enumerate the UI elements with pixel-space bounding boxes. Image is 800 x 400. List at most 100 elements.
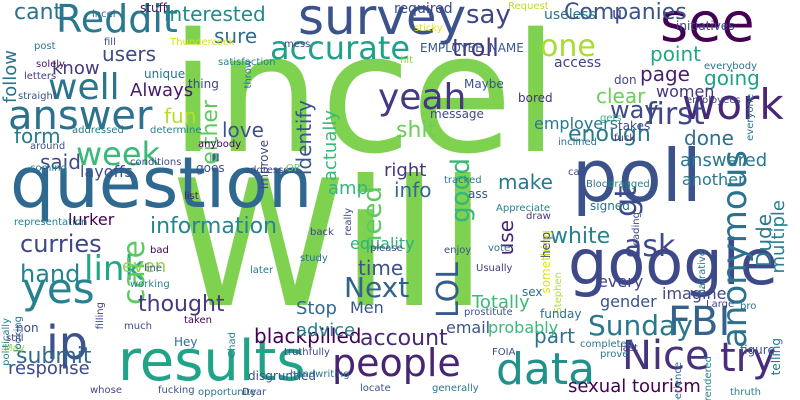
cloud-word: vote — [488, 243, 511, 254]
cloud-word: users — [102, 42, 157, 66]
cloud-word: mess — [284, 39, 311, 50]
cloud-word: study — [300, 253, 328, 264]
cloud-word: time — [358, 256, 404, 280]
cloud-word: gender — [600, 292, 657, 311]
cloud-word: answer — [8, 93, 153, 139]
cloud-word: equality — [350, 234, 415, 253]
cloud-word: thing — [188, 77, 219, 91]
cloud-word: women — [656, 82, 715, 101]
cloud-word: going — [704, 66, 760, 90]
cloud-word: stuff — [140, 1, 167, 15]
cloud-word: another — [682, 170, 745, 189]
cloud-word: hand — [20, 260, 81, 288]
cloud-word: rendered — [703, 356, 714, 400]
cloud-word: Chad — [227, 332, 238, 358]
cloud-word: May — [4, 343, 25, 354]
cloud-word: help — [539, 232, 553, 258]
cloud-word: required — [394, 1, 453, 17]
cloud-word: addresses — [244, 165, 295, 176]
cloud-word: done — [684, 126, 734, 150]
cloud-word: ask — [624, 229, 676, 264]
cloud-word: people — [332, 341, 461, 385]
cloud-word: Sunday — [588, 309, 693, 342]
cloud-word: signed — [590, 199, 630, 213]
cloud-word: Men — [350, 298, 384, 317]
cloud-word: ip — [46, 316, 88, 370]
cloud-word: page — [640, 62, 690, 86]
cloud-word: Stop — [296, 298, 337, 319]
cloud-word: bored — [518, 91, 553, 105]
cloud-word: hit — [400, 55, 414, 66]
cloud-word: straight — [18, 91, 57, 102]
cloud-word: representation — [14, 217, 88, 228]
cloud-word: enough — [568, 122, 651, 147]
cloud-word: prostitute — [464, 307, 513, 318]
cloud-word: whose — [90, 385, 122, 396]
cloud-word: every — [598, 272, 644, 291]
cloud-word: white — [550, 224, 611, 249]
cloud-word: bad — [150, 245, 169, 256]
cloud-word: employers — [534, 114, 619, 133]
cloud-word: results — [118, 329, 306, 394]
cloud-word: yeah — [378, 77, 467, 118]
cloud-word: survey — [298, 0, 467, 46]
cloud-word: sex — [522, 285, 543, 299]
cloud-word: determine — [150, 125, 202, 136]
cloud-word: everyone — [745, 94, 756, 141]
cloud-word: taken — [184, 315, 212, 326]
cloud-word: response — [8, 358, 90, 379]
cloud-word: info — [394, 178, 432, 202]
cloud-word: yes — [22, 264, 95, 313]
cloud-word: politically — [1, 318, 12, 366]
cloud-word: throw — [243, 60, 254, 89]
cloud-word: funday — [540, 307, 582, 321]
cloud-word: back — [310, 227, 334, 238]
cloud-word: takes — [618, 119, 651, 133]
cloud-word: line — [144, 263, 163, 274]
cloud-word: around — [30, 141, 66, 152]
cloud-word: Always — [130, 80, 194, 101]
cloud-word: sticky — [414, 23, 443, 34]
cloud-word: google — [568, 226, 778, 299]
cloud-word: troll — [452, 34, 499, 62]
cloud-word: account — [360, 326, 448, 351]
cloud-word: tracked — [444, 175, 482, 186]
cloud-word: everybody — [704, 61, 757, 72]
cloud-word: work — [682, 80, 784, 129]
cloud-word: FBI — [668, 299, 731, 345]
cloud-word: Dear — [242, 387, 267, 398]
cloud-word: conditions — [130, 157, 182, 168]
cloud-word: actually — [320, 110, 341, 182]
cloud-word: Thundercock — [170, 37, 235, 48]
cloud-word: Large — [706, 299, 735, 310]
cloud-word: opportunity — [198, 387, 257, 398]
cloud-word: submit — [16, 344, 92, 369]
cloud-word: handwriting — [290, 369, 350, 380]
cloud-word: satisfaction — [218, 57, 276, 68]
cloud-word: data — [496, 344, 596, 395]
cloud-word: bro — [740, 301, 757, 312]
cloud-word: email — [446, 318, 491, 337]
cloud-word: completed — [580, 339, 634, 350]
cloud-word: u — [612, 4, 623, 23]
cloud-word: shit — [396, 118, 437, 143]
cloud-word: gets — [600, 113, 622, 124]
cloud-word: know — [52, 58, 100, 79]
cloud-word: non — [16, 321, 39, 335]
cloud-word: Reddit — [56, 0, 178, 41]
cloud-word: information — [150, 214, 277, 239]
cloud-word: anybody — [198, 139, 242, 150]
cloud-word: even — [122, 256, 167, 277]
cloud-word: Nice — [622, 333, 710, 379]
cloud-word: Usually — [476, 263, 513, 274]
cloud-word: make — [498, 170, 553, 194]
cloud-word: cant — [14, 0, 63, 25]
cloud-word: either — [198, 100, 223, 165]
cloud-word: layoffs — [80, 162, 133, 181]
cloud-word: sexual tourism — [568, 376, 701, 397]
cloud-word: point — [650, 42, 702, 66]
cloud-word: narrative — [697, 250, 708, 296]
cloud-word: coming — [30, 163, 67, 174]
cloud-word: form — [14, 124, 61, 148]
